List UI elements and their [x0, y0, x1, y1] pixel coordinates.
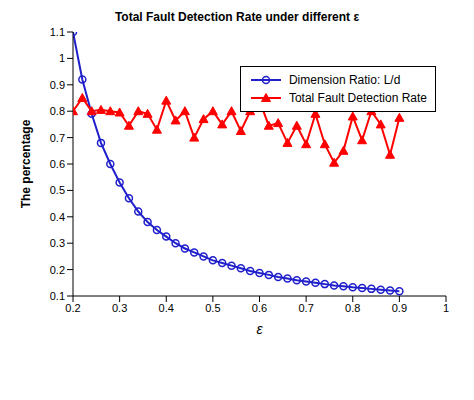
- svg-text:1: 1: [443, 302, 449, 314]
- html-text:Total Fault Detection Rate und: Total Fault Detection Rate under differe…: [114, 10, 360, 24]
- svg-text:0.4: 0.4: [159, 302, 174, 314]
- svg-text:0.2: 0.2: [65, 302, 80, 314]
- svg-text:0.6: 0.6: [252, 302, 267, 314]
- svg-text:The percentage: The percentage: [19, 119, 33, 208]
- svg-text:0.8: 0.8: [345, 302, 360, 314]
- svg-text:0.9: 0.9: [392, 302, 407, 314]
- svg-text:0.5: 0.5: [205, 302, 220, 314]
- svg-text:0.3: 0.3: [112, 302, 127, 314]
- html-text:Total Fault Detection Rate: Total Fault Detection Rate: [288, 91, 427, 105]
- svg-text:0.7: 0.7: [50, 132, 65, 144]
- svg-text:0.1: 0.1: [50, 290, 65, 302]
- svg-text:0.8: 0.8: [50, 105, 65, 117]
- svg-text:0.4: 0.4: [50, 211, 65, 223]
- html-text:Dimension Ratio: L/d: Dimension Ratio: L/d: [288, 73, 401, 87]
- svg-text:0.2: 0.2: [50, 264, 65, 276]
- svg-text:1: 1: [59, 52, 65, 64]
- svg-text:1.1: 1.1: [50, 26, 65, 38]
- svg-text:0.7: 0.7: [298, 302, 313, 314]
- svg-text:ε: ε: [256, 321, 263, 337]
- svg-text:0.6: 0.6: [50, 158, 65, 170]
- svg-text:0.3: 0.3: [50, 237, 65, 249]
- svg-text:0.9: 0.9: [50, 79, 65, 91]
- svg-text:0.5: 0.5: [50, 184, 65, 196]
